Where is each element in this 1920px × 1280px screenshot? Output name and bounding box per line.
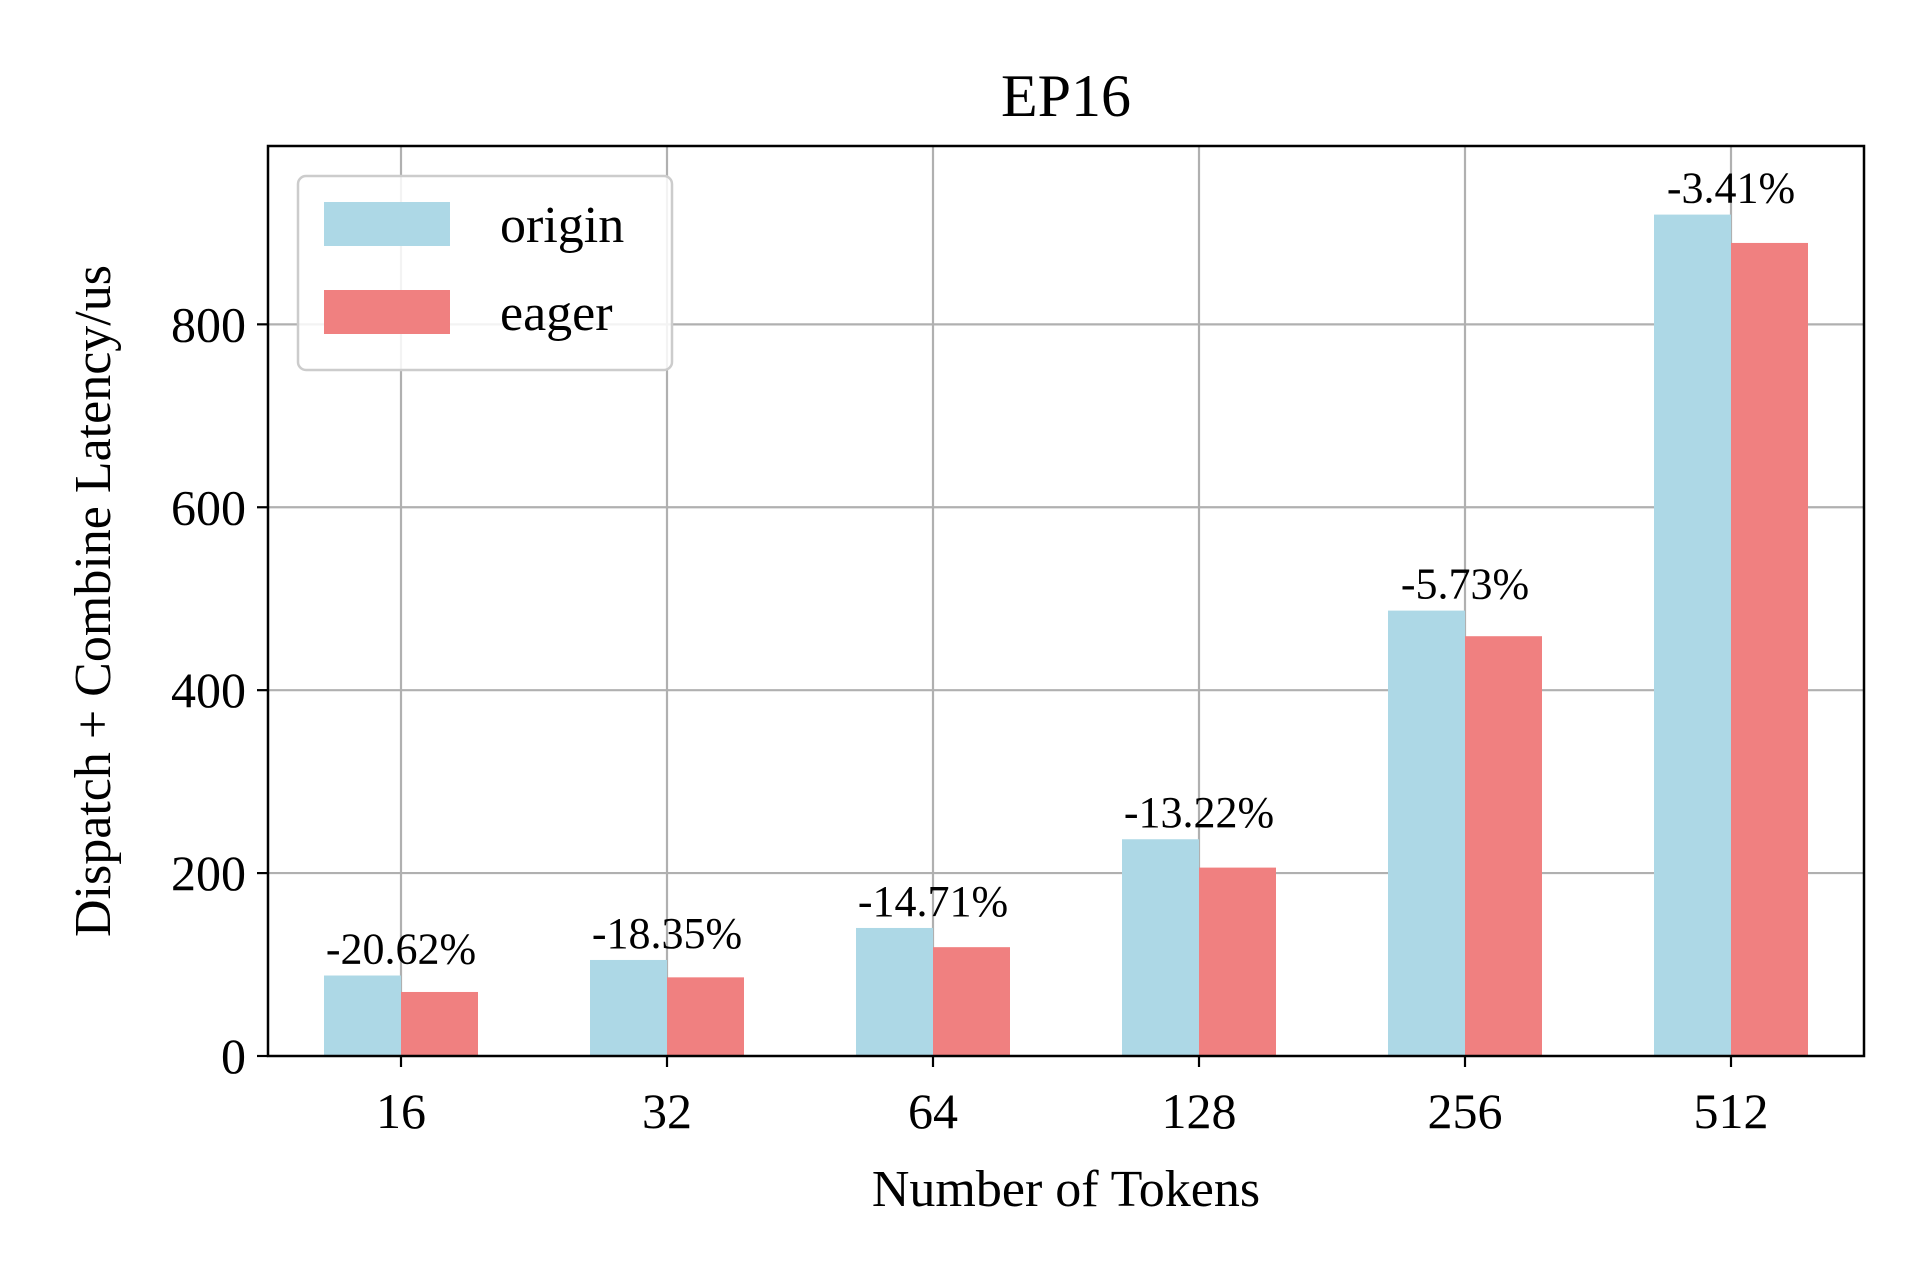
bar-eager-256 [1465,636,1542,1056]
bar-annotation: -5.73% [1401,560,1529,609]
x-tick-label: 512 [1694,1083,1769,1139]
bar-annotation: -20.62% [326,925,476,974]
y-tick-label: 200 [171,845,246,901]
legend-label-origin: origin [500,197,624,254]
bar-annotations: -20.62% -18.35% -14.71% -13.22% -5.73% -3.41% [326,164,1795,974]
bars [324,214,1808,1057]
y-axis-label: Dispatch + Combine Latency/us [65,265,122,937]
x-tick-label: 256 [1428,1083,1503,1139]
bar-origin-64 [856,927,933,1056]
bar-eager-32 [667,977,744,1056]
bar-annotation: -3.41% [1667,164,1795,213]
y-tick-label: 600 [171,479,246,535]
x-tick-label: 128 [1162,1083,1237,1139]
bar-origin-128 [1122,839,1199,1056]
x-tick-label: 16 [376,1083,426,1139]
bar-eager-512 [1731,242,1808,1057]
axis-ticks: 16 32 64 128 256 512 0 200 400 600 800 [171,296,1769,1139]
y-tick-label: 800 [171,296,246,352]
bar-annotation: -14.71% [858,877,1008,926]
x-tick-label: 64 [908,1083,958,1139]
legend: origin eager [296,174,674,372]
bar-eager-128 [1199,867,1276,1056]
plot-frame [266,144,1866,1058]
y-tick-label: 0 [221,1028,246,1084]
bar-eager-64 [933,947,1010,1056]
bar-origin-32 [590,959,667,1056]
bar-origin-512 [1654,214,1731,1057]
y-tick-label: 400 [171,662,246,718]
legend-swatch-eager [324,290,450,334]
chart-title: EP16 [1001,63,1131,129]
x-axis-label: Number of Tokens [872,1161,1260,1218]
bar-annotation: -13.22% [1124,788,1274,837]
bar-eager-16 [401,991,478,1056]
x-tick-label: 32 [642,1083,692,1139]
bar-origin-256 [1388,610,1465,1056]
bar-annotation: -18.35% [592,909,742,958]
bar-origin-16 [324,975,401,1056]
legend-label-eager: eager [500,285,613,342]
legend-swatch-origin [324,202,450,246]
